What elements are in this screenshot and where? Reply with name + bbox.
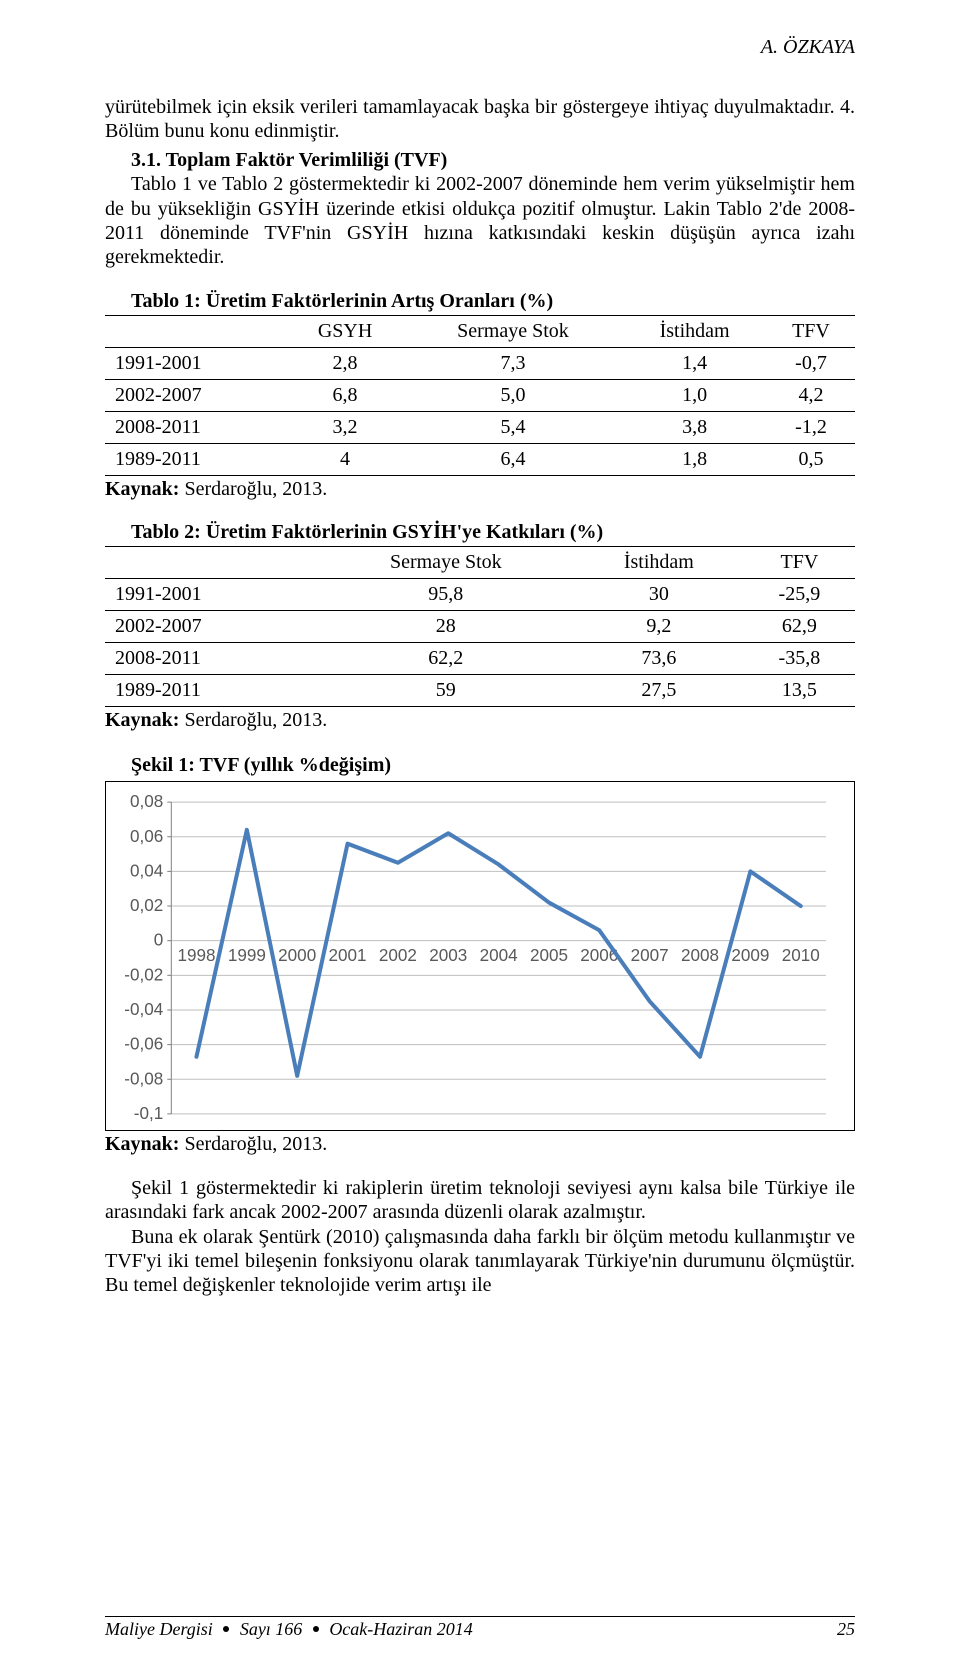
svg-text:0: 0	[154, 929, 164, 949]
page-footer: Maliye Dergisi Sayı 166 Ocak-Haziran 201…	[105, 1616, 855, 1640]
svg-text:0,06: 0,06	[130, 825, 163, 845]
svg-text:-0,02: -0,02	[124, 964, 163, 984]
chart-source: Kaynak: Serdaroğlu, 2013.	[105, 1133, 855, 1156]
section-3-1-text: Tablo 1 ve Tablo 2 göstermektedir ki 200…	[105, 172, 855, 270]
svg-text:-0,08: -0,08	[124, 1068, 163, 1088]
svg-text:2005: 2005	[530, 945, 568, 965]
para-after-chart-1: Şekil 1 göstermektedir ki rakiplerin üre…	[105, 1176, 855, 1225]
header-author: A. ÖZKAYA	[105, 36, 855, 59]
table2-source: Kaynak: Serdaroğlu, 2013.	[105, 709, 855, 732]
line-chart: -0,1 -0,08 -0,06 -0,04 -0,02 0 0,02 0,04 0,06 0,0…	[116, 794, 840, 1122]
svg-text:2002: 2002	[379, 945, 417, 965]
table1: GSYHSermaye StokİstihdamTFV1991-20012,87…	[105, 315, 855, 476]
svg-text:2009: 2009	[731, 945, 769, 965]
svg-text:2001: 2001	[329, 945, 367, 965]
svg-text:1998: 1998	[177, 945, 215, 965]
svg-text:2010: 2010	[782, 945, 820, 965]
para-after-chart-2: Buna ek olarak Şentürk (2010) çalışmasın…	[105, 1225, 855, 1298]
svg-text:0,04: 0,04	[130, 860, 164, 880]
para-intro: yürütebilmek için eksik verileri tamamla…	[105, 95, 855, 144]
svg-text:2000: 2000	[278, 945, 316, 965]
svg-text:0,08: 0,08	[130, 794, 163, 811]
chart-title: Şekil 1: TVF (yıllık %değişim)	[131, 754, 855, 777]
svg-text:2004: 2004	[480, 945, 518, 965]
svg-text:2003: 2003	[429, 945, 467, 965]
svg-text:-0,06: -0,06	[124, 1033, 163, 1053]
table2: Sermaye StokİstihdamTFV1991-200195,830-2…	[105, 546, 855, 707]
section-3-1-title: 3.1. Toplam Faktör Verimliliği (TVF)	[105, 148, 855, 172]
table2-title: Tablo 2: Üretim Faktörlerinin GSYİH'ye K…	[131, 521, 855, 544]
svg-text:2008: 2008	[681, 945, 719, 965]
svg-text:-0,1: -0,1	[134, 1103, 163, 1122]
svg-text:1999: 1999	[228, 945, 266, 965]
table1-source: Kaynak: Serdaroğlu, 2013.	[105, 478, 855, 501]
svg-text:2007: 2007	[631, 945, 669, 965]
table1-title: Tablo 1: Üretim Faktörlerinin Artış Oran…	[131, 290, 855, 313]
svg-text:-0,04: -0,04	[124, 999, 163, 1019]
footer-page-number: 25	[837, 1619, 855, 1640]
footer-left: Maliye Dergisi Sayı 166 Ocak-Haziran 201…	[105, 1619, 473, 1640]
chart-box: -0,1 -0,08 -0,06 -0,04 -0,02 0 0,02 0,04 0,06 0,0…	[105, 781, 855, 1131]
svg-text:0,02: 0,02	[130, 895, 163, 915]
